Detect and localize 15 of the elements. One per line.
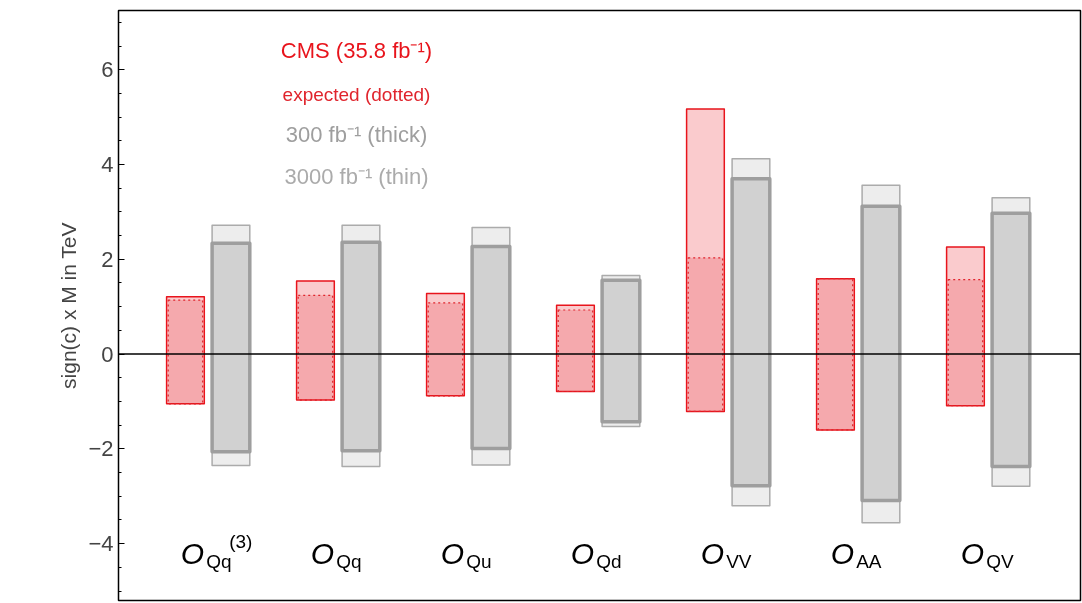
bar bbox=[297, 294, 334, 401]
y-tick-label: −2 bbox=[88, 436, 114, 462]
y-axis-title: sign(c) x M in TeV bbox=[57, 222, 81, 389]
text: CMS (35.8 fb⁻¹) bbox=[280, 37, 433, 63]
y-tick-label: −4 bbox=[88, 531, 114, 557]
y-tick-label: 0 bbox=[101, 341, 114, 367]
text: expected (dotted) bbox=[282, 83, 431, 105]
y-tick-label: 2 bbox=[101, 246, 114, 272]
bar bbox=[947, 279, 984, 407]
bar bbox=[687, 257, 724, 413]
y-tick-label: 6 bbox=[101, 57, 114, 83]
text: 300 fb⁻¹ (thick) bbox=[285, 121, 428, 147]
bar bbox=[427, 302, 464, 397]
y-tick-label: 4 bbox=[101, 152, 114, 178]
text: 3000 fb⁻¹ (thin) bbox=[284, 163, 429, 189]
